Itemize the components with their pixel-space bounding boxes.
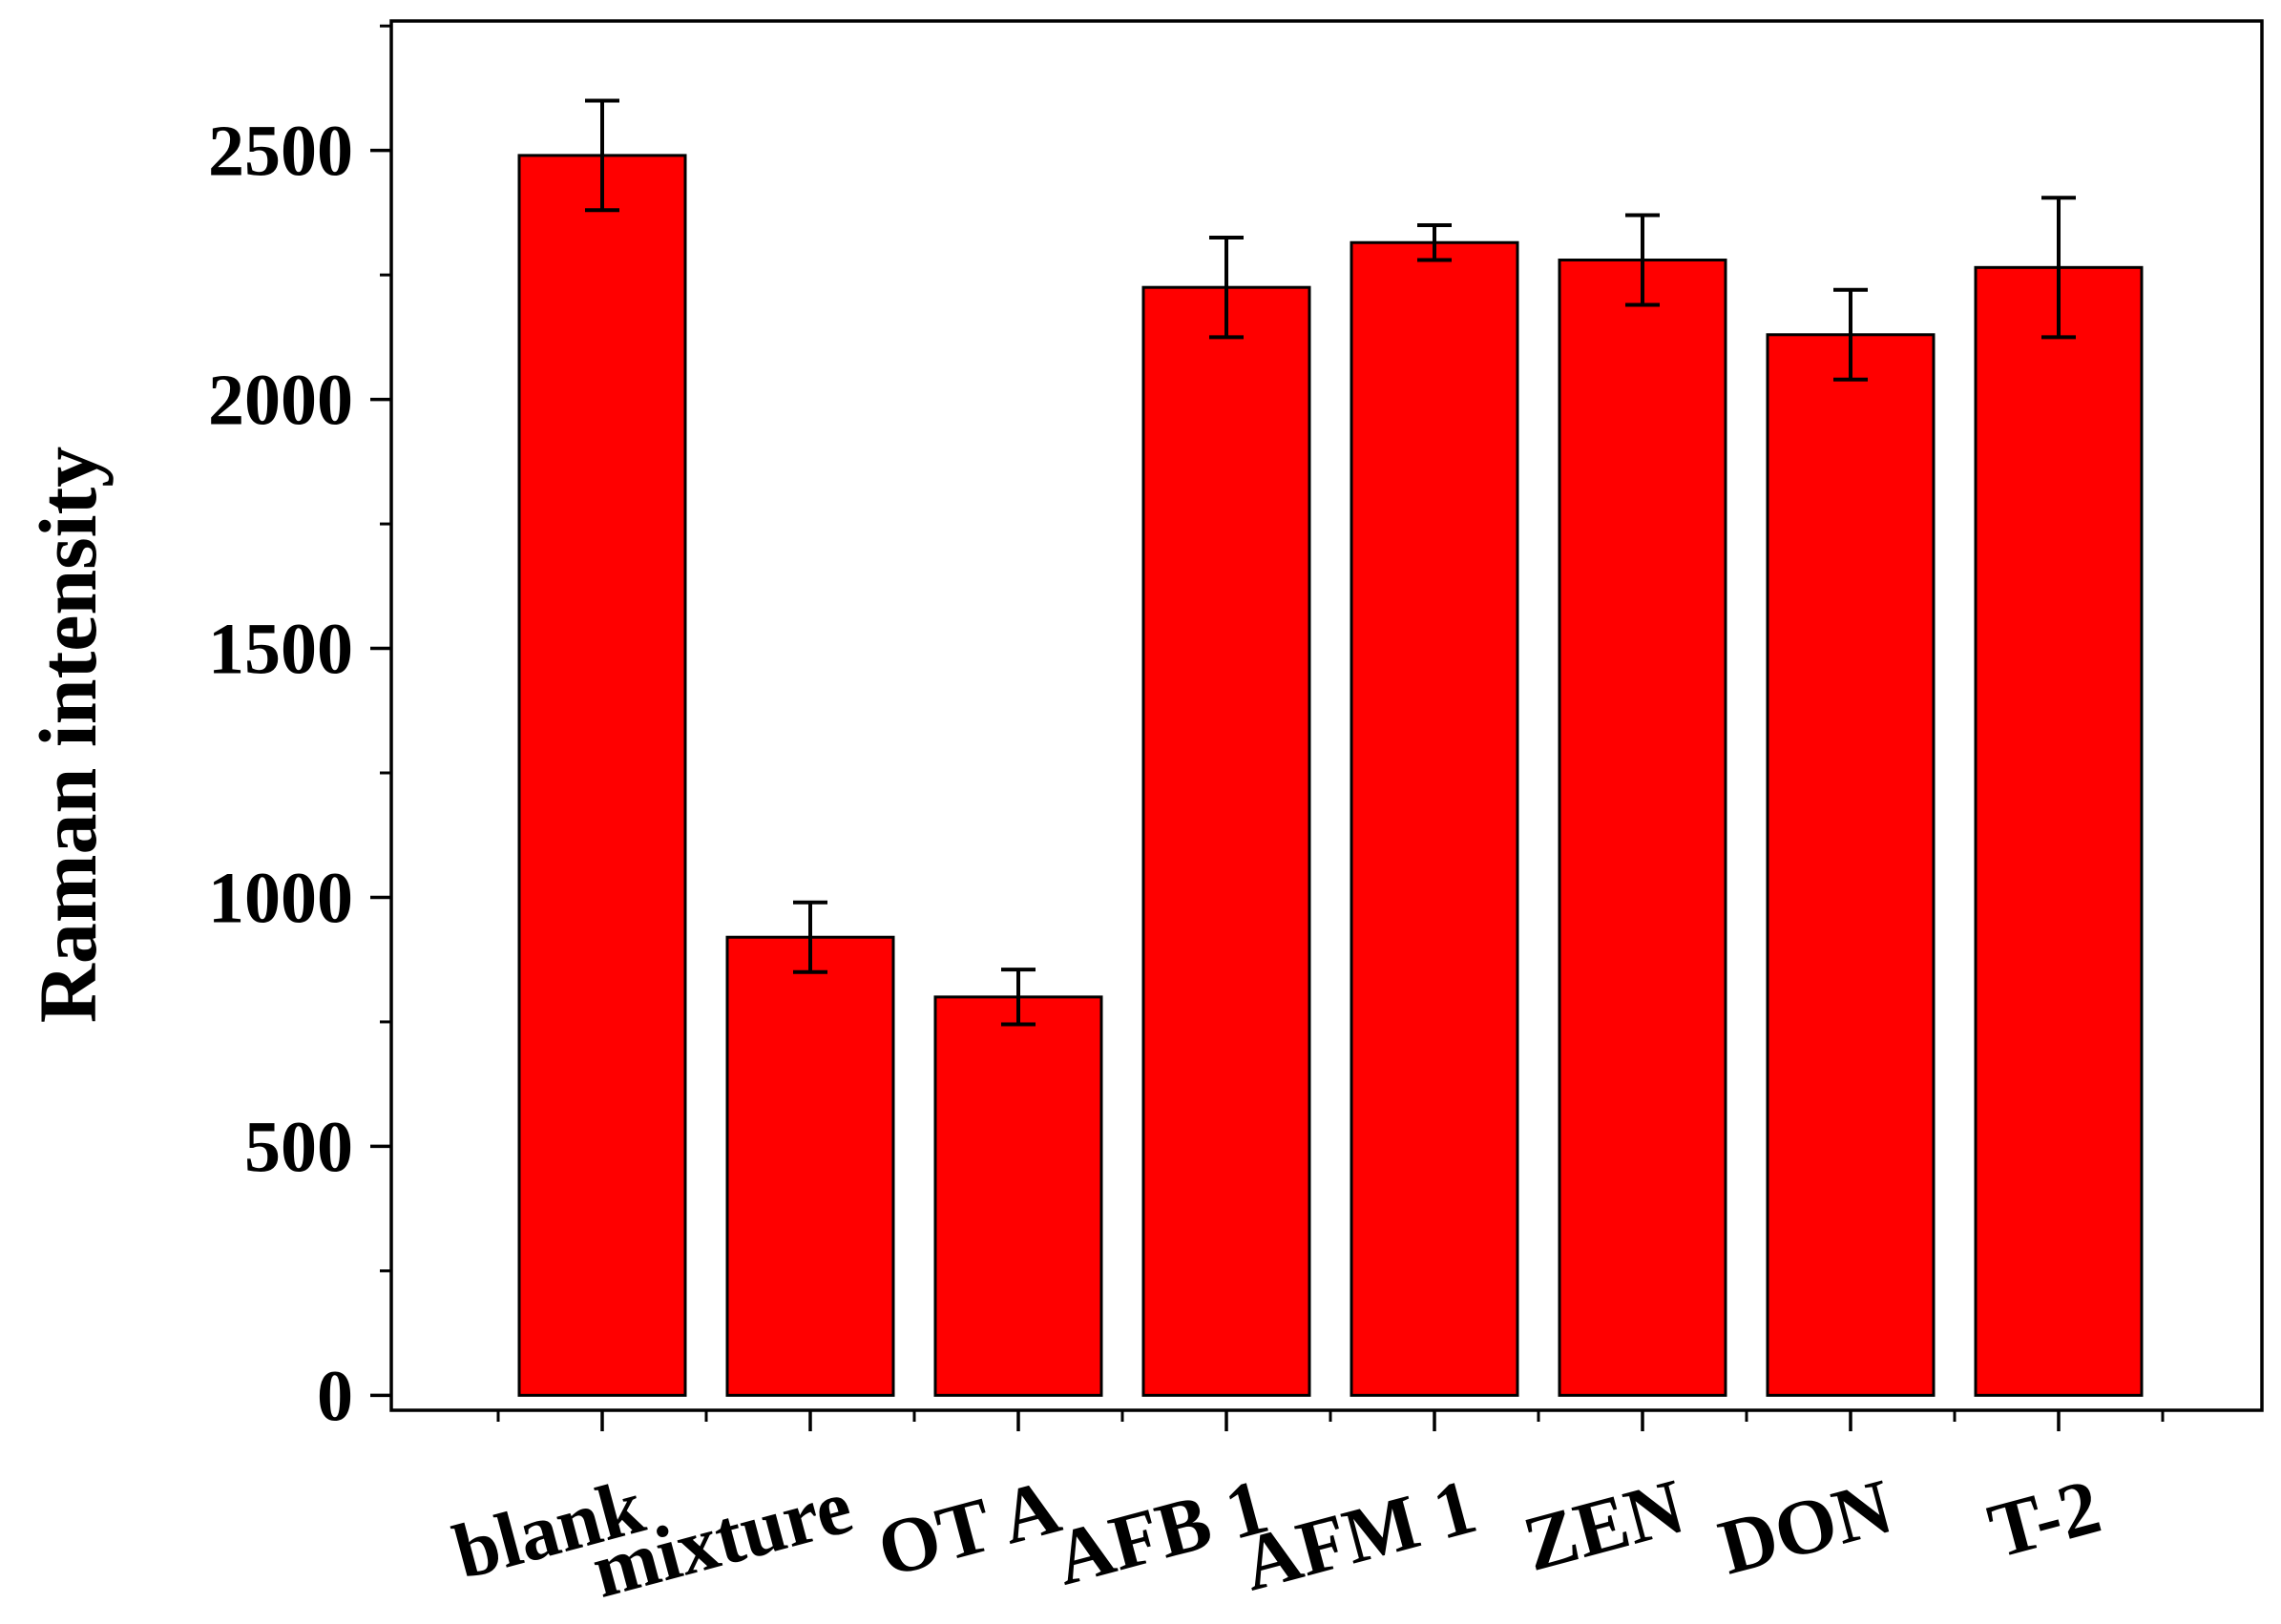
bar-8 [1974,265,2144,1397]
bar-1 [517,154,687,1397]
y-tick-label: 0 [317,1356,353,1436]
bar-5 [1350,240,1519,1397]
bar-2 [725,935,895,1397]
y-axis-title: Raman intensity [22,447,114,1023]
y-tick-label: 2500 [208,112,353,192]
y-tick-label: 1500 [208,610,353,690]
y-tick-label: 1000 [208,858,353,938]
bar-6 [1558,258,1727,1397]
bar-3 [933,995,1103,1397]
plot-frame [389,19,2264,1412]
bar-7 [1766,333,1936,1397]
y-tick-label: 500 [244,1107,353,1187]
y-tick-label: 2000 [208,361,353,441]
bar-4 [1141,285,1311,1397]
error-bars-group [585,98,2076,1027]
bars-group [517,154,2144,1397]
y-axis-ticks: 0 500 1000 1500 2000 2500 [208,24,391,1436]
x-axis-ticks [496,1410,2165,1431]
